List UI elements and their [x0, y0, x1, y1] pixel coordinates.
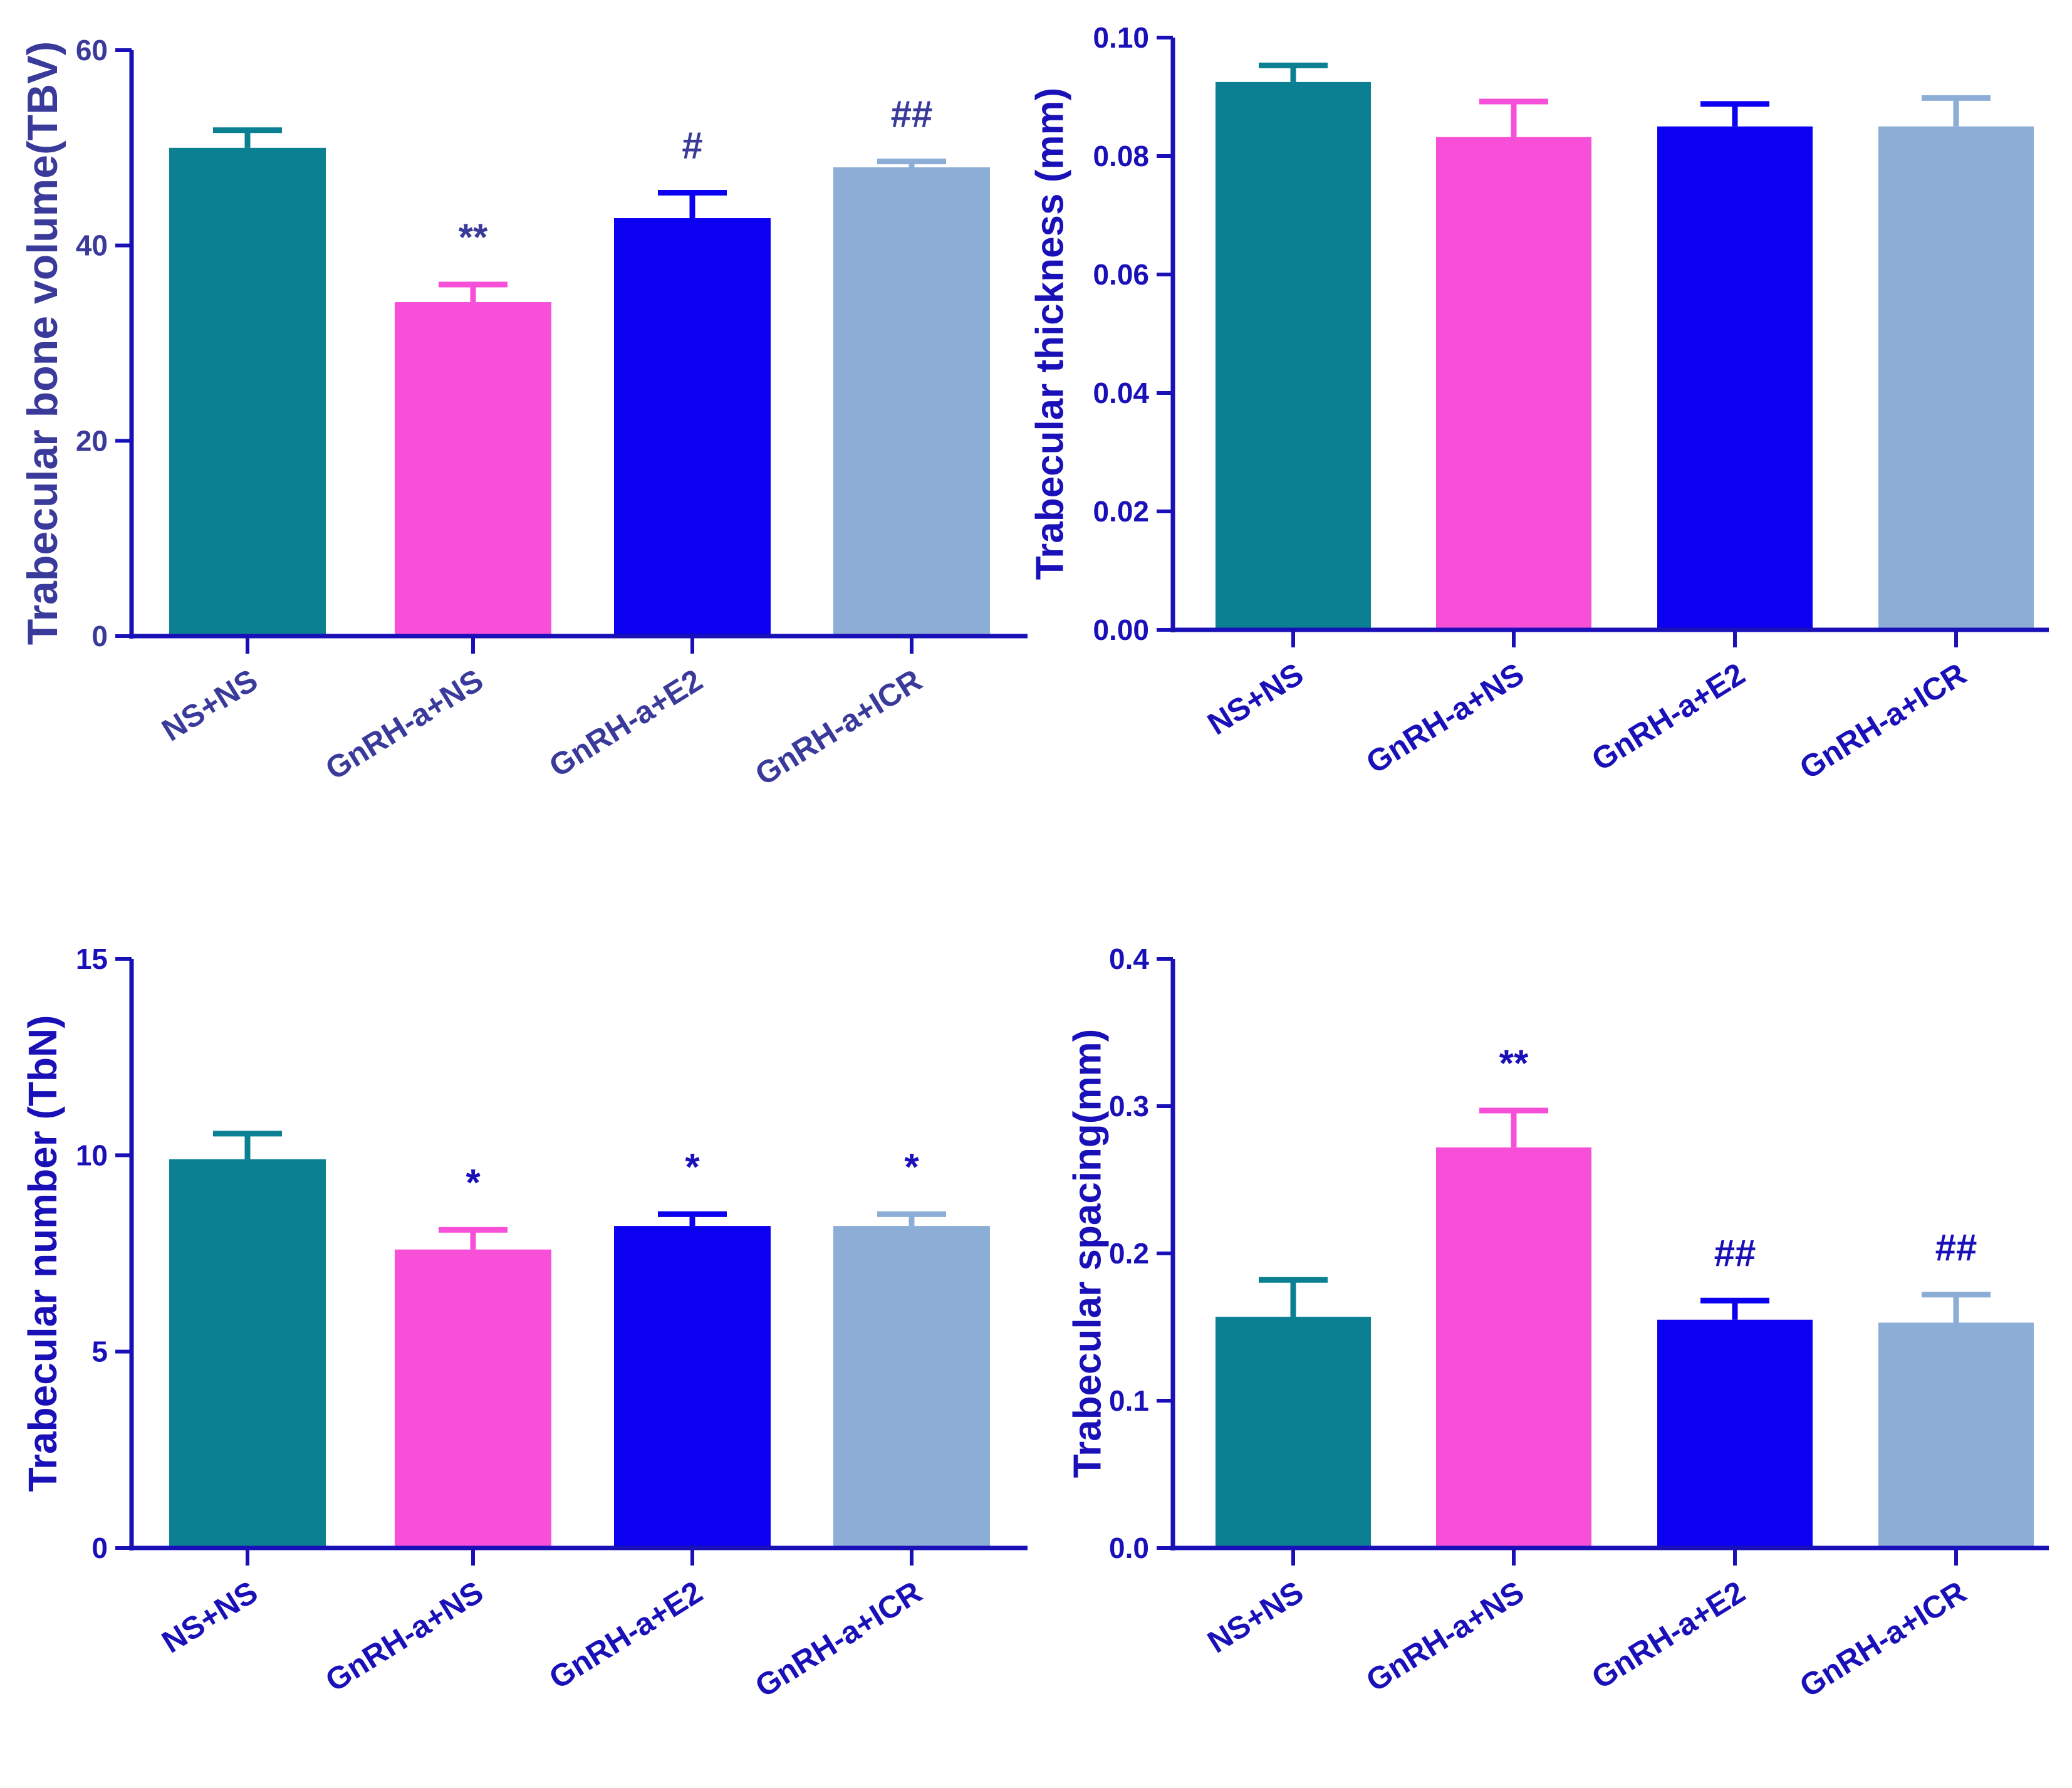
bar-ns-ns: [169, 147, 326, 637]
bar-gnrh-a-icr: [1878, 1322, 2034, 1548]
y-axis-title: Trabecular number (TbN): [20, 1015, 65, 1492]
bar-ns-ns: [169, 1159, 326, 1548]
x-category-label: GnRH-a+ICR: [1794, 1574, 1972, 1704]
x-category-label: GnRH-a+ICR: [749, 662, 928, 792]
panel-trabecular-number: * * * 0 5 10 15 NS+NS GnRH-a+NS GnRH-a+E2 GnRH-a+I…: [20, 943, 1028, 1704]
x-category-label: GnRH-a+NS: [1360, 656, 1530, 780]
significance-marker: *: [685, 1146, 700, 1188]
y-tick-label: 5: [91, 1336, 108, 1368]
x-category-label: GnRH-a+E2: [1586, 656, 1751, 778]
y-tick-label: 20: [76, 424, 108, 457]
significance-marker: #: [682, 125, 702, 167]
x-category-label: GnRH-a+ICR: [1794, 656, 1972, 786]
bar-ns-ns: [1216, 81, 1371, 630]
x-category-label: NS+NS: [156, 1574, 264, 1660]
y-tick-label: 40: [76, 229, 108, 262]
bar-ns-ns: [1216, 1317, 1371, 1548]
significance-marker: *: [466, 1161, 481, 1203]
y-tick-label: 0.02: [1093, 495, 1149, 528]
bar-gnrh-a-icr: [833, 1226, 990, 1548]
significance-marker: *: [904, 1146, 919, 1188]
bar-gnrh-a-icr: [1878, 126, 2034, 630]
significance-marker: ##: [1935, 1226, 1977, 1268]
significance-marker: **: [1499, 1042, 1529, 1084]
y-tick-label: 0.2: [1109, 1237, 1149, 1270]
bar-gnrh-a-ns: [395, 302, 551, 636]
bar-gnrh-a-e2: [614, 1226, 771, 1548]
bar-gnrh-a-ns: [395, 1249, 551, 1548]
y-tick-label: 0.0: [1109, 1532, 1149, 1564]
y-tick-label: 0.3: [1109, 1090, 1149, 1122]
y-tick-label: 0.08: [1093, 140, 1149, 172]
y-tick-label: 0.04: [1093, 377, 1149, 409]
y-tick-label: 60: [76, 34, 108, 66]
x-category-label: GnRH-a+NS: [320, 1574, 489, 1698]
x-category-label: NS+NS: [1202, 656, 1309, 742]
significance-marker: ##: [891, 93, 933, 135]
y-axis-title: Trabecular thickness (mm): [1029, 88, 1072, 580]
y-tick-label: 0.00: [1093, 614, 1149, 646]
x-category-label: NS+NS: [1202, 1574, 1309, 1660]
x-category-label: GnRH-a+E2: [543, 1574, 709, 1696]
x-category-label: GnRH-a+NS: [1360, 1574, 1530, 1698]
y-tick-label: 0: [91, 620, 108, 652]
y-tick-label: 10: [76, 1139, 108, 1171]
x-category-label: GnRH-a+E2: [1586, 1574, 1751, 1696]
bar-gnrh-a-ns: [1436, 1147, 1591, 1548]
bar-gnrh-a-e2: [1657, 126, 1813, 630]
panel-trabecular-thickness: 0.00 0.02 0.04 0.06 0.08 0.10 NS+NS GnRH-a+NS Gn…: [1029, 21, 2049, 786]
bar-gnrh-a-e2: [614, 218, 771, 636]
panel-trabecular-spacing: ** ## ## 0.0 0.1 0.2 0.3 0.4 NS+NS GnRH-a+NS GnRH-…: [1066, 943, 2049, 1704]
significance-marker: **: [459, 216, 488, 258]
x-category-label: GnRH-a+ICR: [749, 1574, 928, 1704]
x-category-label: GnRH-a+NS: [320, 662, 489, 787]
y-tick-label: 0.10: [1093, 21, 1149, 54]
y-tick-label: 0.1: [1109, 1384, 1149, 1417]
y-tick-label: 0: [91, 1532, 108, 1564]
y-tick-label: 0.4: [1109, 943, 1149, 975]
x-category-label: NS+NS: [156, 662, 264, 748]
y-tick-label: 15: [76, 943, 108, 975]
y-axis-title: Trabecular spacing(mm): [1066, 1029, 1110, 1478]
x-category-label: GnRH-a+E2: [543, 662, 709, 784]
y-tick-label: 0.06: [1093, 258, 1149, 291]
bar-gnrh-a-ns: [1436, 137, 1591, 630]
significance-marker: ##: [1714, 1232, 1756, 1274]
bar-gnrh-a-e2: [1657, 1319, 1813, 1548]
y-axis-title: Trabecular bone volume(TBV): [19, 41, 66, 646]
bar-gnrh-a-icr: [833, 167, 990, 636]
